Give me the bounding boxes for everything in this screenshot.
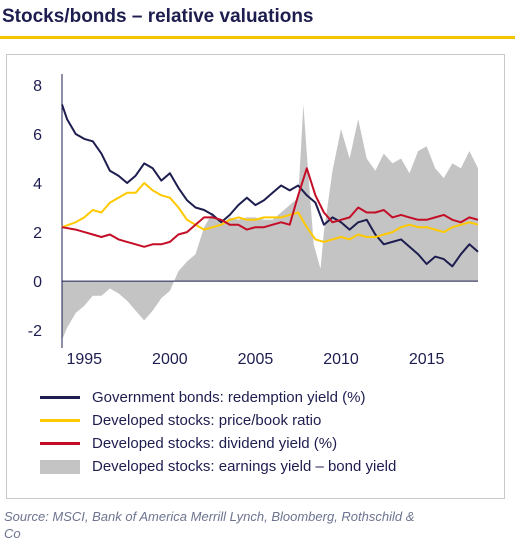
legend-swatch-earnings-bond-gap [40, 460, 80, 474]
legend-label-earnings-bond-gap: Developed stocks: earnings yield – bond … [92, 458, 397, 475]
x-tick-label: 1995 [66, 351, 102, 368]
legend-label-bond-yield: Government bonds: redemption yield (%) [92, 389, 366, 406]
series-line-price-book [61, 182, 479, 243]
series-line-bond-yield [61, 104, 479, 268]
source-note: Source: MSCI, Bank of America Merrill Ly… [4, 509, 415, 541]
y-tick-label: 4 [33, 176, 42, 193]
y-tick-label: 6 [33, 127, 42, 144]
legend-label-dividend-yield: Developed stocks: dividend yield (%) [92, 435, 338, 452]
y-tick-label: -2 [28, 323, 42, 340]
series-line-dividend-yield [61, 167, 479, 248]
title-accent-rule [0, 36, 515, 39]
legend-swatch-bond-yield [40, 396, 80, 399]
y-tick-label: 2 [33, 225, 42, 242]
x-tick-label: 2000 [152, 351, 188, 368]
x-tick-label: 2005 [238, 351, 274, 368]
legend-swatch-price-book [40, 419, 80, 422]
chart-frame [6, 54, 505, 499]
x-tick-label: 2015 [409, 351, 445, 368]
y-tick-label: 8 [33, 78, 42, 95]
x-tick-label: 2010 [323, 351, 359, 368]
y-tick-label: 0 [33, 274, 42, 291]
legend-swatch-dividend-yield [40, 442, 80, 445]
series-area-earnings-bond-gap [62, 104, 478, 340]
legend-label-price-book: Developed stocks: price/book ratio [92, 412, 322, 429]
chart-title: Stocks/bonds – relative valuations [2, 6, 314, 27]
